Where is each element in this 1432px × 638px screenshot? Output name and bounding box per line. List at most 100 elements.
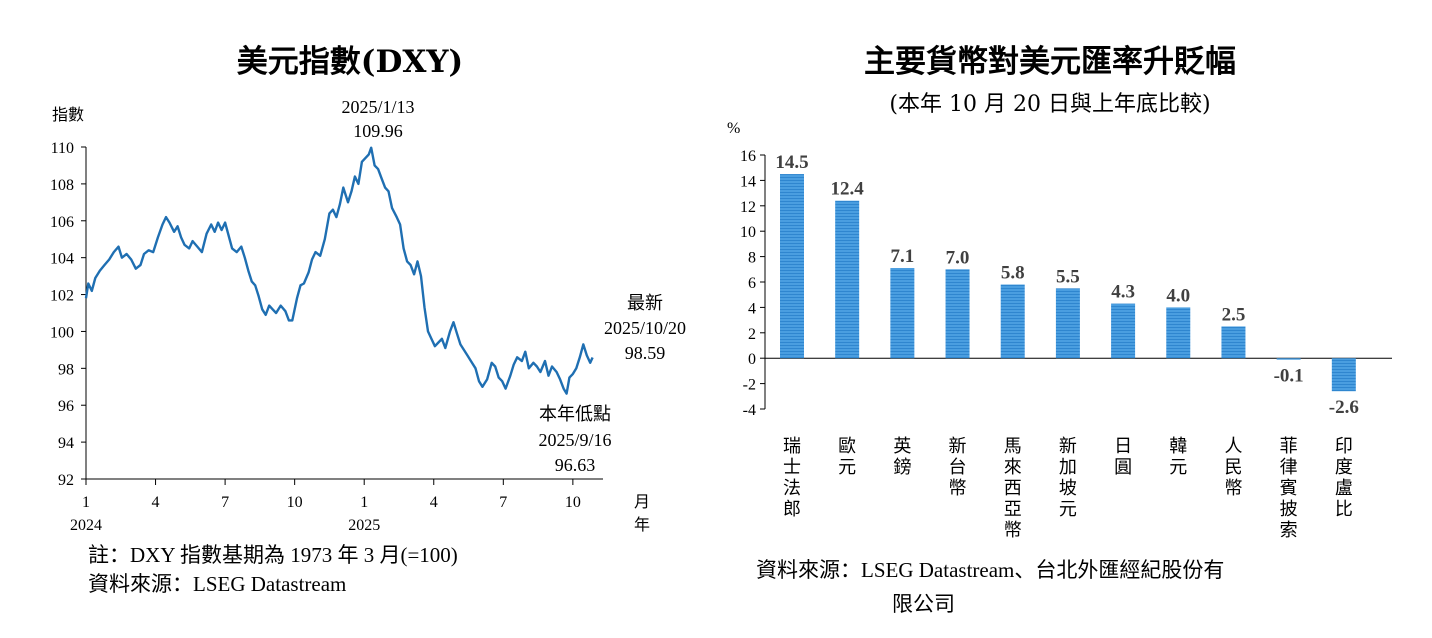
y-tick-label: 10	[740, 224, 756, 241]
y-tick-label: 104	[50, 251, 74, 268]
bar-data-label: 7.0	[946, 247, 970, 268]
x-tick-label: 7	[499, 494, 507, 511]
fx-title: 主要貨幣對美元匯率升貶幅	[864, 44, 1236, 80]
y-tick-label: 0	[748, 351, 756, 368]
bar-data-label: -0.1	[1274, 365, 1304, 386]
x-tick-label: 10	[565, 494, 581, 511]
category-label-char: 新	[1059, 436, 1077, 456]
category-label-char: 馬	[1004, 436, 1022, 456]
x-year-label: 2025	[348, 517, 380, 534]
category-label-char: 人	[1224, 436, 1242, 456]
category-label-char: 元	[1169, 457, 1187, 477]
bar	[890, 268, 915, 359]
x-tick-label: 4	[430, 494, 438, 511]
category-label-char: 幣	[1004, 520, 1022, 540]
y-tick-label: 16	[740, 148, 756, 165]
bar-data-label: 5.8	[1001, 263, 1025, 284]
latest-date-label: 2025/10/20	[604, 318, 686, 338]
category-label-char: 韓	[1169, 436, 1187, 456]
category-label-char: 瑞	[783, 436, 801, 456]
latest-value-label: 98.59	[625, 343, 666, 363]
y-tick-label: 4	[748, 300, 756, 317]
category-label-char: 律	[1280, 457, 1298, 477]
y-axis-title: 指數	[52, 106, 84, 124]
category-label-char: 亞	[1004, 499, 1022, 519]
y-tick-label: 102	[50, 288, 74, 305]
x-tick-label: 1	[82, 494, 90, 511]
bar-data-label: 5.5	[1056, 266, 1080, 287]
category-label-char: 比	[1335, 499, 1353, 519]
category-label-char: 盧	[1335, 478, 1353, 498]
category-label-char: 坡	[1059, 478, 1077, 498]
y-tick-label: 14	[740, 173, 756, 190]
bar-data-label: 7.1	[890, 246, 914, 267]
latest-label: 最新	[627, 293, 663, 313]
y-tick-label: 8	[748, 250, 756, 267]
y-tick-label: 6	[748, 275, 756, 292]
category-label-char: 歐	[838, 436, 856, 456]
bar	[1221, 326, 1246, 359]
bar-data-label: 14.5	[775, 152, 808, 173]
bar	[1166, 307, 1191, 359]
x-tick-label: 10	[287, 494, 303, 511]
x-year-label: 2024	[70, 517, 102, 534]
fx-subtitle: (本年 10 月 20 日與上年底比較)	[889, 92, 1211, 117]
dxy-series-line	[84, 146, 594, 395]
x-tick-label: 4	[152, 494, 160, 511]
dxy-source-note: 資料來源：LSEG Datastream	[88, 572, 347, 596]
category-label-char: 民	[1224, 457, 1242, 477]
peak-date-label: 2025/1/13	[341, 97, 414, 117]
bar-data-label: 4.0	[1166, 285, 1190, 306]
category-label-char: 鎊	[893, 457, 911, 477]
category-label-char: 英	[893, 436, 911, 456]
dxy-title: 美元指數(DXY)	[236, 44, 464, 80]
bar	[1000, 284, 1025, 359]
category-label-char: 郎	[783, 499, 801, 519]
category-label-char: 法	[783, 478, 801, 498]
fx-panel: 主要貨幣對美元匯率升貶幅 (本年 10 月 20 日與上年底比較) -4 -2 0 2…	[700, 0, 1432, 638]
bar	[1055, 288, 1080, 359]
fx-source-line2: 限公司	[892, 592, 955, 616]
fx-source-line1: 資料來源：LSEG Datastream、台北外匯經紀股份有	[756, 558, 1225, 582]
bar-data-label: 4.3	[1111, 282, 1135, 303]
category-label-char: 索	[1280, 520, 1298, 540]
dxy-base-note: 註：DXY 指數基期為 1973 年 3 月(=100)	[88, 543, 458, 567]
category-label-char: 日	[1114, 436, 1132, 456]
y-tick-label: 94	[58, 435, 74, 452]
category-label-char: 台	[949, 457, 967, 477]
y-tick-label: 106	[50, 214, 74, 231]
y-tick-label: -4	[743, 402, 756, 419]
category-label-char: 西	[1004, 478, 1022, 498]
year-low-date-label: 2025/9/16	[538, 430, 611, 450]
bar	[1111, 303, 1136, 359]
category-label-char: 賓	[1280, 478, 1298, 498]
category-label-char: 菲	[1280, 436, 1298, 456]
category-label-char: 幣	[949, 478, 967, 498]
x-axis-year-unit: 年	[634, 516, 650, 534]
bar	[945, 269, 970, 359]
year-low-value-label: 96.63	[555, 455, 596, 475]
bar-data-label: 2.5	[1222, 304, 1246, 325]
category-label-char: 印	[1335, 436, 1353, 456]
category-label-char: 度	[1335, 457, 1353, 477]
dxy-panel: 美元指數(DXY) 92 94 96 98 100 102 104 106 108 110 指數 1 2…	[0, 0, 700, 638]
peak-value-label: 109.96	[353, 121, 403, 141]
category-label-char: 元	[1059, 499, 1077, 519]
year-low-label: 本年低點	[539, 404, 611, 424]
y-tick-label: 110	[51, 140, 74, 157]
category-label-char: 來	[1004, 457, 1022, 477]
bar	[835, 200, 860, 359]
y-tick-label: 98	[58, 361, 74, 378]
category-label-char: 幣	[1224, 478, 1242, 498]
x-tick-label: 7	[221, 494, 229, 511]
y-tick-label: 108	[50, 177, 74, 194]
category-label-char: 元	[838, 457, 856, 477]
category-label-char: 圓	[1114, 457, 1132, 477]
x-axis-month-unit: 月	[634, 494, 650, 511]
category-label-char: 加	[1059, 457, 1077, 477]
bar-data-label: 12.4	[831, 179, 865, 200]
bar	[1331, 358, 1356, 392]
bar	[1276, 358, 1301, 360]
